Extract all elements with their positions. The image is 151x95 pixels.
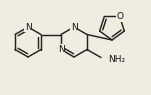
Text: O: O	[116, 12, 123, 21]
Text: N: N	[25, 23, 31, 32]
Text: NH₂: NH₂	[108, 55, 125, 64]
Text: N: N	[71, 23, 77, 32]
Text: N: N	[58, 45, 64, 54]
